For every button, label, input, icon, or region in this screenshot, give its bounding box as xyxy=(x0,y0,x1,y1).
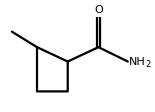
Text: 2: 2 xyxy=(145,60,151,69)
Text: O: O xyxy=(94,5,103,15)
Text: NH: NH xyxy=(129,57,146,67)
